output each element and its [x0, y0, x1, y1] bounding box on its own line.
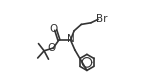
Text: Br: Br — [96, 14, 108, 24]
Text: O: O — [49, 24, 58, 34]
Text: N: N — [67, 34, 75, 44]
Text: O: O — [47, 43, 56, 53]
